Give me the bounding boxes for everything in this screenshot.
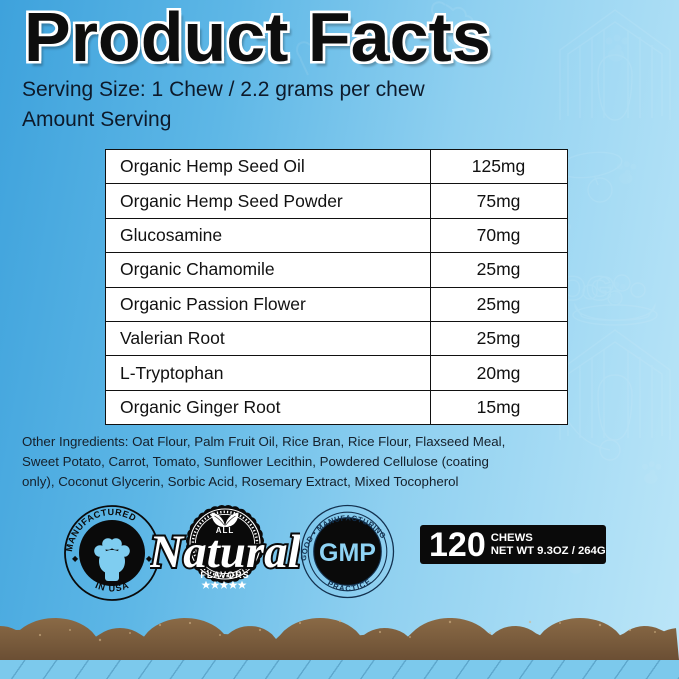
svg-text:◆: ◆ [72, 554, 79, 563]
svg-text:GMP: GMP [319, 539, 376, 567]
svg-text:FLAVORS: FLAVORS [200, 570, 249, 580]
